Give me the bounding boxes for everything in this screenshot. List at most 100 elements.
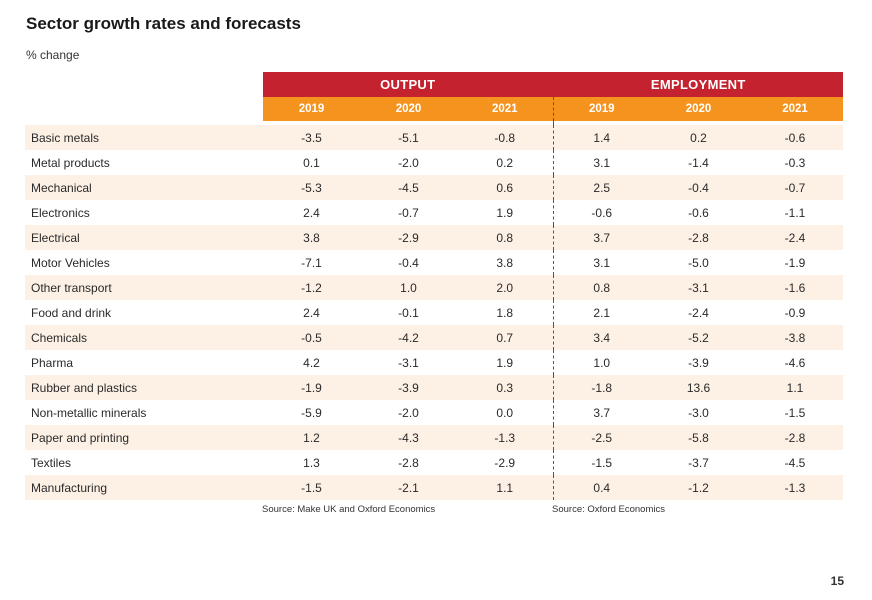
employment-value-cell: -4.5 xyxy=(747,450,843,475)
output-value-cell: -5.1 xyxy=(360,125,457,150)
sector-label: Motor Vehicles xyxy=(25,250,263,275)
employment-value-cell: 0.4 xyxy=(552,475,650,500)
table-row: Non-metallic minerals -5.9 -2.0 0.0 3.7 -3.0-… xyxy=(25,400,843,425)
sector-label: Electronics xyxy=(25,200,263,225)
table-row: Motor Vehicles -7.1 -0.4 3.8 3.1 -5.0 -1.9 xyxy=(25,250,843,275)
employment-value-cell: -5.2 xyxy=(650,325,747,350)
employment-value-cell: -0.7 xyxy=(747,175,843,200)
employment-value-cell: -5.8 xyxy=(650,425,747,450)
table-row: Food and drink 2.4 -0.1 1.8 2.1 -2.4 -0.9 xyxy=(25,300,843,325)
output-value-cell: 0.2 xyxy=(457,150,553,175)
employment-value-cell: -4.6 xyxy=(747,350,843,375)
employment-value-cell: -1.9 xyxy=(747,250,843,275)
sector-label: Non-metallic minerals xyxy=(25,400,263,425)
output-year-header: 2021 xyxy=(457,97,553,121)
sector-label: Manufacturing xyxy=(25,475,263,500)
employment-value-cell: 2.5 xyxy=(552,175,650,200)
output-value-cell: 0.6 xyxy=(457,175,553,200)
output-value-cell: 1.3 xyxy=(263,450,360,475)
table-row: Manufacturing -1.5 -2.1 1.1 0.4 -1.2 -1.3 xyxy=(25,475,843,500)
output-value-cell: -1.9 xyxy=(263,375,360,400)
output-value-cell: -4.2 xyxy=(360,325,457,350)
employment-value-cell: 3.4 xyxy=(552,325,650,350)
employment-value-cell: -1.6 xyxy=(747,275,843,300)
employment-value-cell: -1.4 xyxy=(650,150,747,175)
employment-value-cell: 3.7 xyxy=(552,225,650,250)
employment-year-header: 2020 xyxy=(650,97,747,121)
output-value-cell: 2.0 xyxy=(457,275,553,300)
output-value-cell: -2.9 xyxy=(457,450,553,475)
output-value-cell: 0.8 xyxy=(457,225,553,250)
employment-value-cell: -2.8 xyxy=(747,425,843,450)
output-value-cell: -4.5 xyxy=(360,175,457,200)
sector-label: Rubber and plastics xyxy=(25,375,263,400)
units-subtitle: % change xyxy=(26,48,80,62)
employment-value-cell: -3.1 xyxy=(650,275,747,300)
employment-value-cell: -0.4 xyxy=(650,175,747,200)
employment-value-cell: -0.6 xyxy=(747,125,843,150)
output-value-cell: 0.7 xyxy=(457,325,553,350)
output-value-cell: 1.8 xyxy=(457,300,553,325)
output-value-cell: 0.1 xyxy=(263,150,360,175)
output-value-cell: 2.4 xyxy=(263,300,360,325)
output-value-cell: -3.1 xyxy=(360,350,457,375)
employment-source-note: Source: Oxford Economics xyxy=(552,504,665,515)
employment-value-cell: 0.8 xyxy=(552,275,650,300)
output-value-cell: -7.1 xyxy=(263,250,360,275)
sector-label: Textiles xyxy=(25,450,263,475)
output-value-cell: -2.0 xyxy=(360,400,457,425)
output-value-cell: 1.1 xyxy=(457,475,553,500)
output-value-cell: 2.4 xyxy=(263,200,360,225)
employment-year-header: 2019 xyxy=(552,97,650,121)
employment-value-cell: 1.1 xyxy=(747,375,843,400)
output-value-cell: -2.9 xyxy=(360,225,457,250)
output-value-cell: 0.3 xyxy=(457,375,553,400)
employment-value-cell: -2.5 xyxy=(552,425,650,450)
output-value-cell: -3.9 xyxy=(360,375,457,400)
header-spacer xyxy=(25,121,843,125)
employment-value-cell: -1.2 xyxy=(650,475,747,500)
output-value-cell: 1.2 xyxy=(263,425,360,450)
header-blank-cell xyxy=(25,72,263,97)
employment-value-cell: -0.3 xyxy=(747,150,843,175)
employment-value-cell: -2.4 xyxy=(747,225,843,250)
sector-label: Paper and printing xyxy=(25,425,263,450)
output-value-cell: -4.3 xyxy=(360,425,457,450)
output-value-cell: 4.2 xyxy=(263,350,360,375)
output-value-cell: 0.0 xyxy=(457,400,553,425)
output-value-cell: -1.5 xyxy=(263,475,360,500)
table-row: Rubber and plastics -1.9 -3.9 0.3 -1.8 13.6 1.… xyxy=(25,375,843,400)
header-blank-cell xyxy=(25,97,263,121)
output-value-cell: -0.5 xyxy=(263,325,360,350)
table-row: Metal products 0.1 -2.0 0.2 3.1 -1.4 -0.3 xyxy=(25,150,843,175)
sector-label: Other transport xyxy=(25,275,263,300)
employment-year-header: 2021 xyxy=(747,97,843,121)
output-year-header: 2019 xyxy=(263,97,360,121)
table-row: Electronics 2.4 -0.7 1.9 -0.6 -0.6 -1.1 xyxy=(25,200,843,225)
table-row: Textiles 1.3 -2.8 -2.9 -1.5 -3.7 -4.5 xyxy=(25,450,843,475)
employment-value-cell: -0.6 xyxy=(552,200,650,225)
sector-label: Food and drink xyxy=(25,300,263,325)
employment-value-cell: -1.1 xyxy=(747,200,843,225)
employment-value-cell: -1.5 xyxy=(552,450,650,475)
employment-value-cell: -1.5 xyxy=(747,400,843,425)
employment-value-cell: 1.4 xyxy=(552,125,650,150)
employment-value-cell: -2.8 xyxy=(650,225,747,250)
output-source-note: Source: Make UK and Oxford Economics xyxy=(262,504,436,515)
output-value-cell: 3.8 xyxy=(457,250,553,275)
output-value-cell: -0.7 xyxy=(360,200,457,225)
sector-label: Electrical xyxy=(25,225,263,250)
employment-value-cell: -3.0 xyxy=(650,400,747,425)
output-value-cell: 1.9 xyxy=(457,350,553,375)
employment-value-cell: 3.1 xyxy=(552,250,650,275)
table-row: Electrical 3.8 -2.9 0.8 3.7 -2.8 -2.4 xyxy=(25,225,843,250)
sector-label: Basic metals xyxy=(25,125,263,150)
output-value-cell: -0.8 xyxy=(457,125,553,150)
employment-group-header: EMPLOYMENT xyxy=(552,72,843,97)
output-value-cell: -1.3 xyxy=(457,425,553,450)
employment-value-cell: -1.3 xyxy=(747,475,843,500)
employment-value-cell: -3.8 xyxy=(747,325,843,350)
output-value-cell: 3.8 xyxy=(263,225,360,250)
sector-label: Pharma xyxy=(25,350,263,375)
output-year-header: 2020 xyxy=(360,97,457,121)
